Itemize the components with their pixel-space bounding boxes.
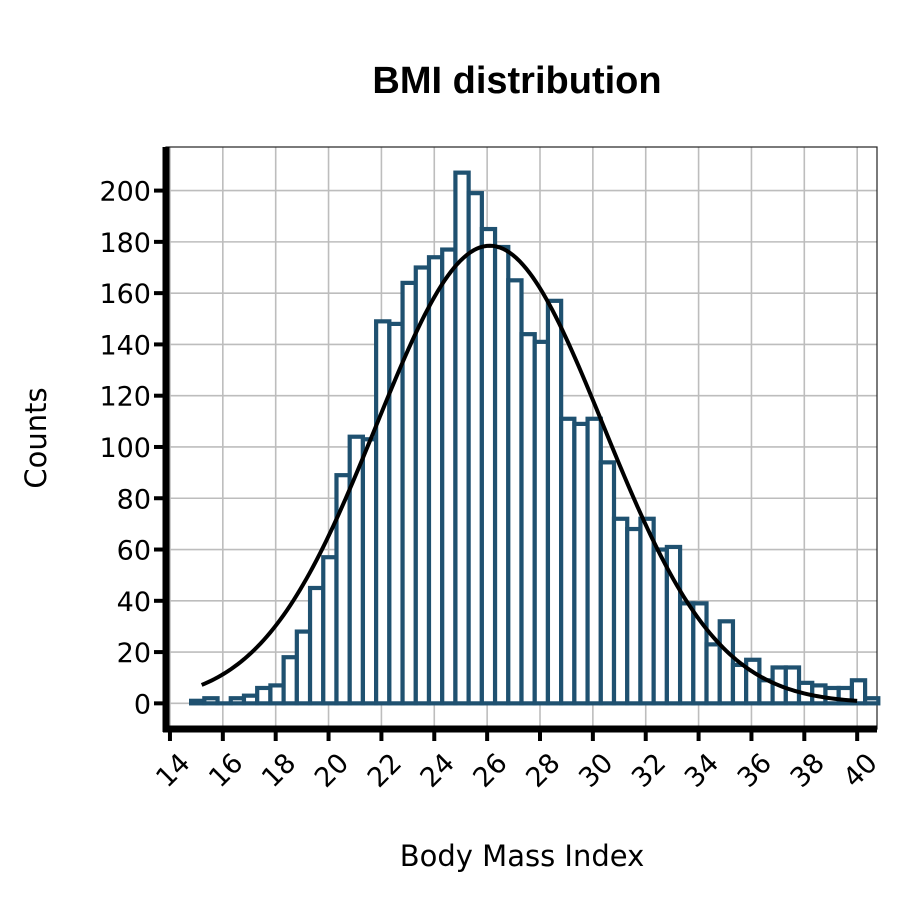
histogram-bar bbox=[849, 678, 868, 706]
y-tick-label: 0 bbox=[134, 689, 151, 720]
x-tick-label: 28 bbox=[520, 748, 566, 794]
x-tick-label: 32 bbox=[626, 748, 672, 794]
x-tick-label: 26 bbox=[467, 748, 513, 794]
y-tick-label: 140 bbox=[99, 330, 151, 361]
y-tick-label: 80 bbox=[117, 484, 151, 515]
y-tick-label: 40 bbox=[117, 587, 151, 618]
y-tick-label: 180 bbox=[99, 228, 151, 259]
y-tick-label: 100 bbox=[99, 433, 151, 464]
y-tick-label: 20 bbox=[117, 638, 151, 669]
axes bbox=[154, 147, 877, 741]
x-tick-label: 18 bbox=[256, 748, 302, 794]
fit-curve-layer bbox=[200, 243, 858, 703]
x-tick-label: 22 bbox=[362, 748, 408, 794]
x-tick-label: 24 bbox=[415, 748, 461, 794]
x-tick-label: 40 bbox=[837, 748, 883, 794]
y-tick-label: 120 bbox=[99, 382, 151, 413]
x-tick-label: 14 bbox=[150, 748, 196, 794]
histogram-bar bbox=[717, 619, 736, 706]
histogram-bars bbox=[189, 170, 881, 706]
histogram-bar bbox=[863, 696, 881, 706]
x-tick-label: 38 bbox=[785, 748, 831, 794]
y-tick-label: 200 bbox=[99, 177, 151, 208]
chart-title: BMI distribution bbox=[372, 60, 661, 102]
x-tick-label: 16 bbox=[203, 748, 249, 794]
y-tick-label: 60 bbox=[117, 536, 151, 567]
x-tick-label: 30 bbox=[573, 748, 619, 794]
x-tick-label: 36 bbox=[732, 748, 778, 794]
y-tick-label: 160 bbox=[99, 279, 151, 310]
x-axis-label: Body Mass Index bbox=[400, 839, 645, 873]
x-tick-label: 20 bbox=[309, 748, 355, 794]
normal-fit-curve bbox=[200, 243, 858, 703]
x-tick-label: 34 bbox=[679, 748, 725, 794]
y-axis-label: Counts bbox=[19, 387, 53, 488]
histogram-bar bbox=[202, 696, 220, 706]
